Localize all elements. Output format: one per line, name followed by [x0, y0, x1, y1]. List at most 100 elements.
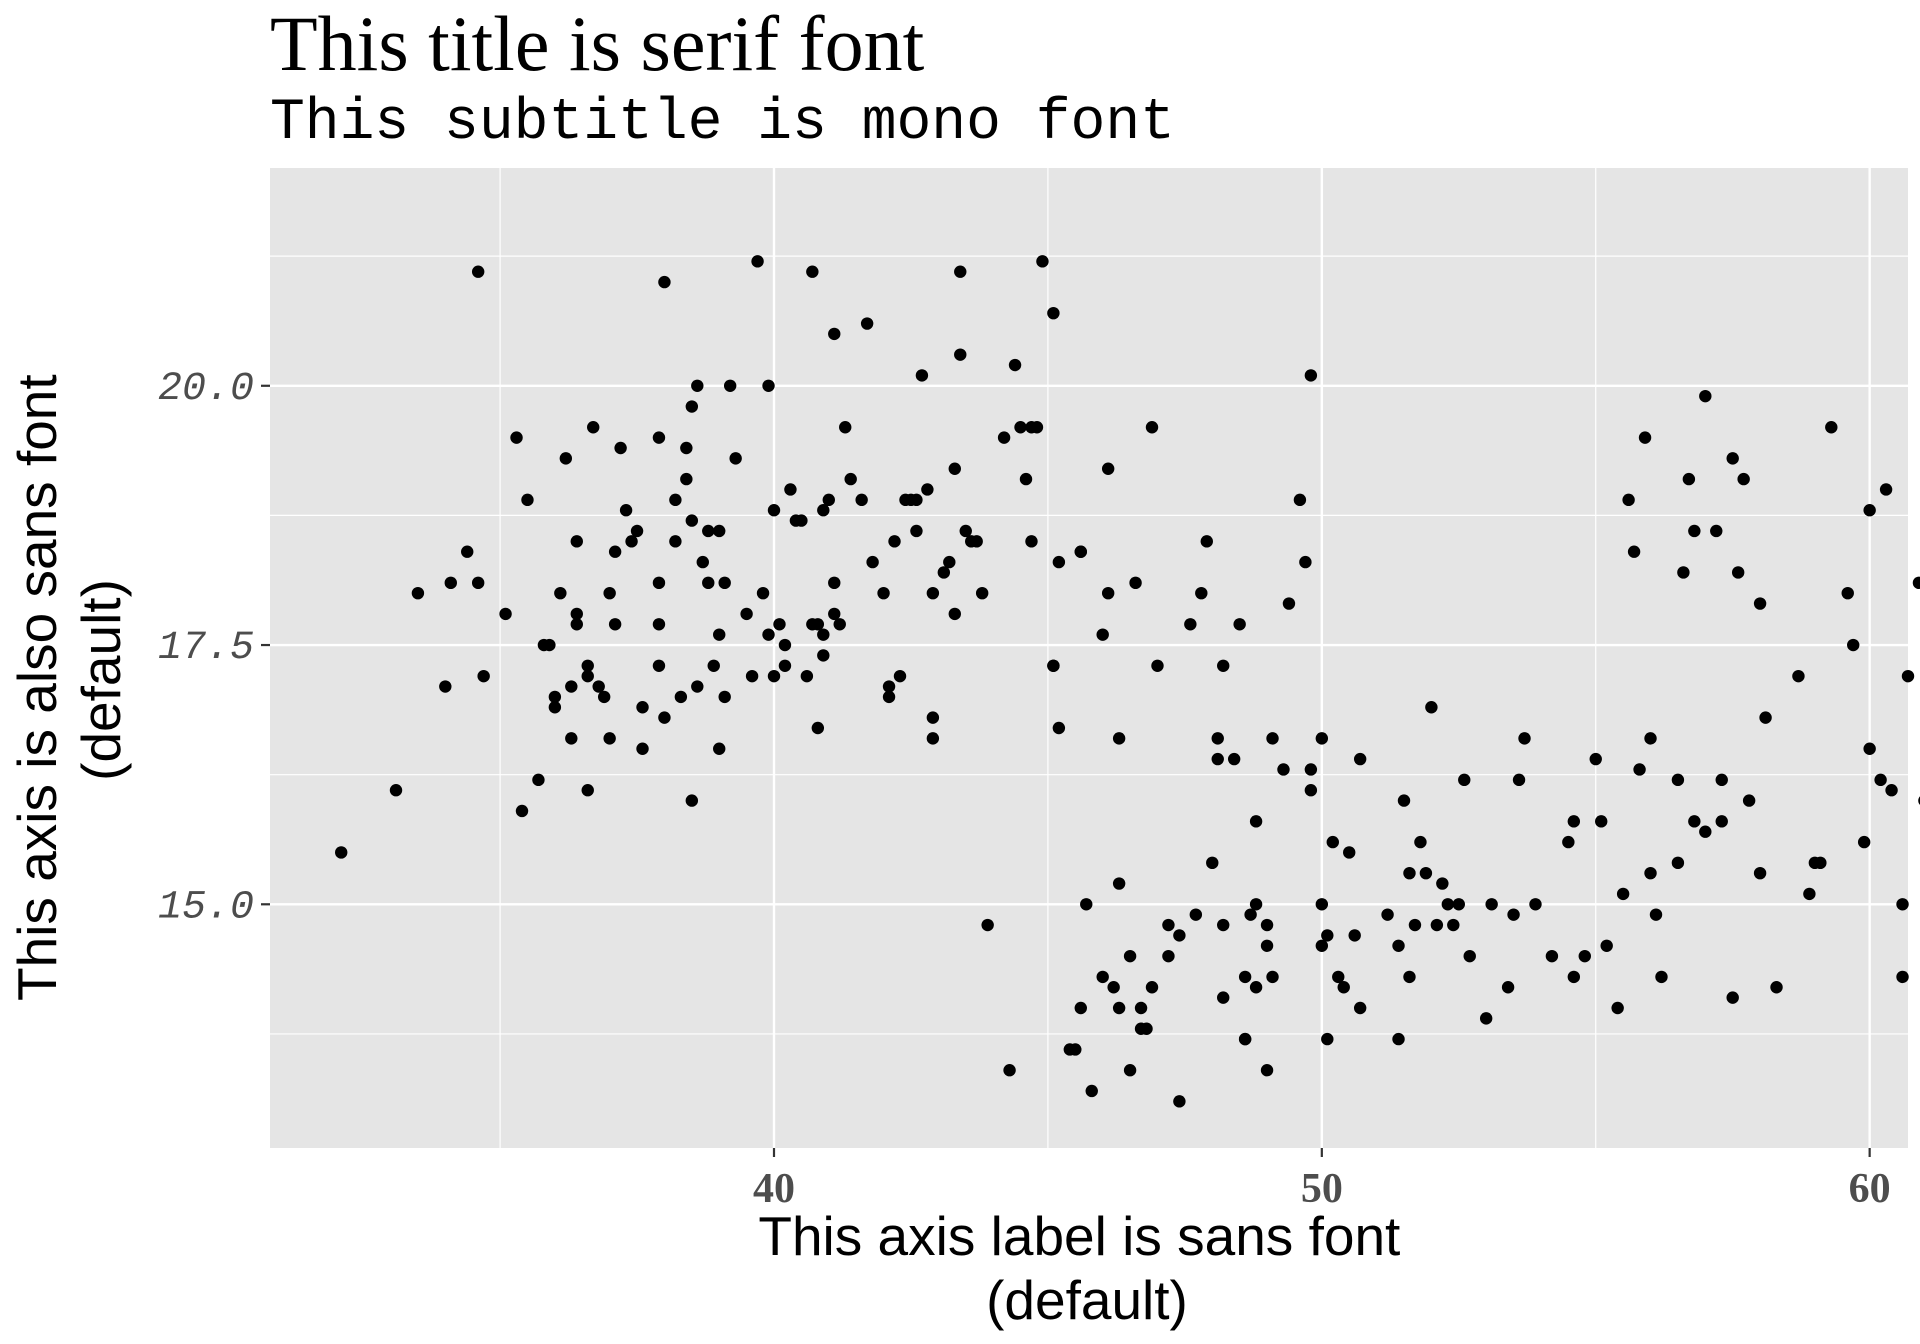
data-point: [948, 462, 961, 475]
data-point: [1726, 452, 1739, 465]
data-point: [1545, 949, 1559, 963]
data-point: [811, 721, 825, 735]
data-point: [1348, 929, 1361, 942]
data-point: [1644, 866, 1657, 880]
data-point: [1019, 472, 1033, 486]
data-point: [817, 649, 830, 662]
data-point: [1397, 794, 1411, 807]
data-point: [1567, 970, 1581, 984]
data-point: [1616, 887, 1630, 901]
data-point: [893, 669, 907, 683]
data-point: [548, 690, 562, 704]
x-axis-title-line-1: This axis label is sans font: [758, 1205, 1400, 1267]
data-point: [1726, 991, 1739, 1004]
data-point: [1047, 659, 1060, 672]
chart-title: This title is serif font: [270, 0, 925, 87]
y-tick-label: 15.0: [158, 885, 254, 930]
data-point: [888, 535, 901, 548]
data-point: [1408, 918, 1422, 932]
data-point: [1134, 1001, 1148, 1015]
data-point: [554, 586, 567, 600]
data-point: [707, 659, 720, 672]
data-point: [1260, 939, 1274, 952]
data-point: [1896, 970, 1909, 984]
data-point: [1085, 1084, 1098, 1098]
data-point: [1129, 576, 1142, 590]
data-point: [1857, 835, 1871, 849]
data-point: [1425, 701, 1438, 714]
data-point: [1627, 545, 1641, 558]
data-point: [658, 711, 671, 724]
data-point: [1699, 389, 1712, 403]
data-point: [1578, 949, 1591, 963]
data-point: [740, 607, 753, 621]
data-point: [581, 784, 594, 797]
data-point: [1189, 908, 1203, 921]
data-point: [1677, 566, 1690, 579]
data-point: [1518, 732, 1531, 745]
data-point: [1315, 939, 1329, 952]
data-point: [1414, 835, 1427, 849]
data-point: [652, 576, 666, 590]
x-axis-title: This axis label is sans font (default): [758, 1205, 1415, 1331]
data-point: [570, 618, 583, 631]
data-point: [860, 317, 874, 330]
data-point: [532, 773, 545, 787]
data-point: [1238, 1032, 1252, 1046]
data-point: [471, 576, 485, 590]
data-point: [614, 441, 627, 455]
x-tick-label: 60: [1849, 1166, 1891, 1212]
data-point: [839, 421, 852, 434]
data-point: [1353, 752, 1367, 766]
data-point: [636, 701, 649, 714]
data-point: [1392, 1032, 1405, 1046]
data-point: [619, 504, 633, 517]
data-point: [1052, 721, 1066, 735]
data-point: [1688, 524, 1701, 538]
data-point: [1436, 877, 1449, 890]
data-point: [702, 576, 715, 590]
data-point: [1036, 255, 1049, 268]
data-point: [1595, 815, 1608, 828]
data-point: [1644, 732, 1657, 745]
data-point: [970, 535, 983, 548]
data-point: [1304, 369, 1318, 382]
data-point: [1847, 638, 1860, 652]
data-point: [1299, 555, 1312, 569]
data-point: [1403, 970, 1416, 984]
data-point: [652, 659, 666, 672]
data-point: [1403, 866, 1416, 880]
data-point: [510, 431, 523, 444]
data-point: [1173, 929, 1186, 942]
data-point: [581, 669, 594, 683]
data-point: [565, 732, 578, 745]
data-point: [855, 493, 868, 507]
data-point: [1112, 1001, 1126, 1015]
data-point: [1249, 815, 1263, 828]
data-point: [943, 555, 956, 569]
data-point: [1304, 784, 1318, 797]
data-point: [1123, 949, 1137, 963]
data-point: [1260, 1064, 1274, 1077]
data-point: [1825, 421, 1838, 434]
data-point: [1649, 908, 1663, 921]
data-point: [680, 441, 693, 455]
data-point: [1529, 898, 1542, 911]
data-point: [477, 669, 490, 683]
data-point: [718, 576, 731, 590]
data-point: [910, 524, 923, 538]
minor-gridlines: [270, 168, 1908, 1148]
data-point: [461, 545, 474, 558]
data-point: [1715, 815, 1728, 828]
data-point: [975, 586, 989, 600]
x-tick-label: 40: [753, 1166, 795, 1212]
data-point: [625, 535, 638, 548]
data-point: [1419, 866, 1433, 880]
data-point: [1479, 1012, 1493, 1025]
plot-panel: [270, 168, 1908, 1148]
data-point: [1277, 763, 1290, 776]
data-point: [1217, 991, 1230, 1004]
data-point: [1195, 586, 1208, 600]
data-point: [669, 535, 682, 548]
